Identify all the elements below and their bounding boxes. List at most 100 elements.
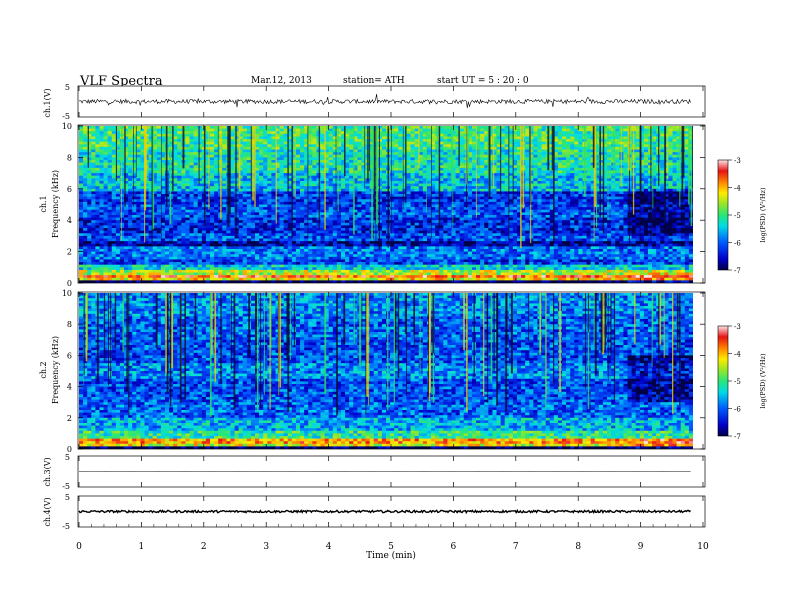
spectrogram-cell xyxy=(508,191,514,195)
spectrogram-cell xyxy=(574,149,579,153)
spectrogram-cell xyxy=(209,165,215,169)
spectrogram-cell xyxy=(607,128,612,132)
spectrogram-cell xyxy=(484,180,489,184)
spectrogram-cell xyxy=(275,173,280,177)
spectrogram-cell xyxy=(512,157,518,161)
spectrogram-cell xyxy=(418,178,424,182)
spectrogram-cell xyxy=(222,191,227,195)
spectrogram-cell xyxy=(136,160,141,163)
spectrogram-cell xyxy=(267,149,272,153)
spectrogram-cell xyxy=(300,136,305,140)
spectrogram-cell xyxy=(140,186,145,190)
spectrogram-cell xyxy=(607,141,612,145)
spectrogram-cell xyxy=(332,180,338,184)
spectrogram-cell xyxy=(426,139,432,142)
spectrogram-cell xyxy=(443,128,448,132)
spectrogram-cell xyxy=(283,207,289,211)
spectrogram-cell xyxy=(287,136,293,140)
spectrogram-cell xyxy=(639,173,645,177)
spectrogram-cell xyxy=(402,162,407,166)
spectrogram-cell xyxy=(615,149,620,153)
spectrogram-cell xyxy=(361,157,366,161)
spectrogram-cell xyxy=(643,201,649,205)
spectrogram-cell xyxy=(103,207,108,211)
spectrogram-cell xyxy=(635,178,641,182)
spectrogram-cell xyxy=(267,204,272,208)
spectrogram-cell xyxy=(304,186,309,190)
spectrogram-cell xyxy=(549,201,555,205)
spectrogram-cell xyxy=(496,199,501,203)
spectrogram-cell xyxy=(394,162,399,166)
spectrogram-cell xyxy=(562,201,567,205)
spectrogram-cell xyxy=(672,157,677,161)
spectrogram-cell xyxy=(87,162,92,166)
spectrogram-cell xyxy=(455,162,460,166)
spectrogram-cell xyxy=(488,133,493,137)
spectrogram-cell xyxy=(492,141,497,145)
spectrogram-cell xyxy=(672,207,677,211)
spectrogram-cell xyxy=(349,191,354,195)
spectrogram-cell xyxy=(406,186,411,190)
spectrogram-cell xyxy=(255,162,260,166)
spectrogram-cell xyxy=(377,136,383,140)
spectrogram-cell xyxy=(647,186,653,190)
spectrogram-cell xyxy=(496,139,501,142)
spectrogram-cell xyxy=(390,188,395,192)
spectrogram-cell xyxy=(672,152,677,156)
spectrogram-cell xyxy=(566,157,571,161)
spectrogram-cell xyxy=(406,173,411,177)
spectrogram-cell xyxy=(471,146,477,150)
spectrogram-cell xyxy=(418,183,424,187)
spectrogram-cell xyxy=(124,207,129,211)
spectrogram-cell xyxy=(361,183,366,187)
spectrogram-cell xyxy=(91,186,96,190)
spectrogram-cell xyxy=(553,152,559,156)
spectrogram-cell xyxy=(124,209,129,213)
spectrogram-cell xyxy=(418,207,424,211)
spectrogram-cell xyxy=(410,165,415,169)
spectrogram-cell xyxy=(643,199,649,203)
spectrogram-cell xyxy=(484,183,489,187)
spectrogram-cell xyxy=(320,152,325,156)
spectrogram-cell xyxy=(242,152,248,156)
spectrogram-cell xyxy=(566,194,571,197)
spectrogram-cell xyxy=(185,126,190,129)
spectrogram-cell xyxy=(287,160,293,163)
spectrogram-cell xyxy=(451,180,456,184)
spectrogram-cell xyxy=(152,188,158,192)
spectrogram-cell xyxy=(197,209,203,213)
spectrogram-cell xyxy=(357,167,362,171)
spectrogram-cell xyxy=(590,188,596,192)
spectrogram-cell xyxy=(189,170,194,174)
spectrogram-cell xyxy=(435,175,440,179)
spectrogram-cell xyxy=(295,146,301,150)
spectrogram-cell xyxy=(87,160,92,163)
spectrogram-cell xyxy=(148,128,153,132)
spectrogram-cell xyxy=(295,136,301,140)
spectrogram-cell xyxy=(287,149,293,153)
spectrogram-cell xyxy=(562,180,567,184)
spectrogram-cell xyxy=(255,194,260,197)
spectrogram-cell xyxy=(328,133,334,137)
spectrogram-cell xyxy=(87,141,92,145)
spectrogram-cell xyxy=(349,173,354,177)
spectrogram-cell xyxy=(578,141,583,145)
spectrogram-cell xyxy=(607,199,612,203)
spectrogram-cell xyxy=(115,165,121,169)
spectrogram-cell xyxy=(91,160,96,163)
spectrogram-cell xyxy=(132,162,137,166)
spectrogram-cell xyxy=(459,196,465,200)
spectrogram-cell xyxy=(390,139,395,142)
spectrogram-cell xyxy=(680,209,686,213)
spectrogram-cell xyxy=(328,194,334,197)
spectrogram-cell xyxy=(467,157,473,161)
spectrogram-cell xyxy=(676,178,682,182)
spectrogram-cell xyxy=(234,170,239,174)
spectrogram-cell xyxy=(451,131,456,135)
spectrogram-cell xyxy=(95,128,100,132)
spectrogram-cell xyxy=(390,152,395,156)
spectrogram-cell xyxy=(410,126,415,129)
spectrogram-cell xyxy=(635,133,641,137)
spectrogram-cell xyxy=(353,207,358,211)
spectrogram-cell xyxy=(336,196,342,200)
